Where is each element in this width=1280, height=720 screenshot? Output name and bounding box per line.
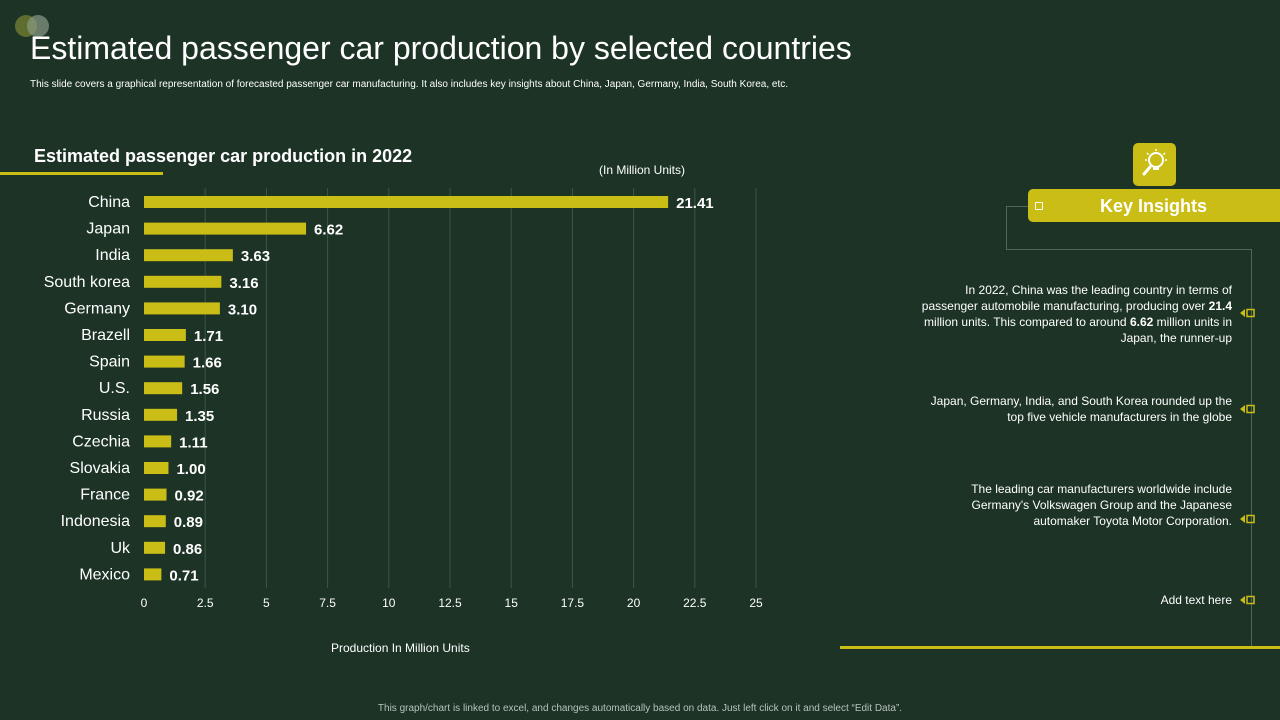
x-tick-label: 17.5 [561, 596, 585, 610]
category-label: Slovakia [70, 460, 131, 477]
bar [144, 329, 186, 341]
lightbulb-search-icon [1133, 143, 1176, 186]
category-label: Japan [86, 221, 130, 238]
category-label: Germany [64, 300, 130, 317]
x-tick-label: 5 [263, 596, 270, 610]
bar [144, 196, 669, 208]
data-label: 3.16 [229, 275, 258, 292]
bar [144, 222, 307, 235]
category-label: Spain [89, 354, 130, 371]
page-subtitle: This slide covers a graphical representa… [30, 79, 789, 90]
category-label: U.S. [99, 380, 130, 397]
bar [144, 249, 233, 262]
bar [144, 568, 162, 581]
x-tick-label: 7.5 [319, 596, 336, 610]
data-label: 1.66 [193, 355, 222, 372]
insight-item-3: The leading car manufacturers worldwide … [971, 482, 1232, 528]
bar [144, 275, 222, 288]
bar [144, 435, 172, 448]
x-tick-label: 15 [505, 596, 519, 610]
data-label: 1.71 [194, 328, 223, 345]
logo-dots [15, 15, 55, 39]
accent-bar [840, 646, 1280, 649]
connector-line [1006, 206, 1007, 250]
arrow-marker-icon [1240, 308, 1255, 318]
data-label: 21.41 [676, 195, 714, 212]
data-label: 1.00 [176, 461, 205, 478]
insight-item-1: In 2022, China was the leading country i… [921, 283, 1232, 345]
data-label: 6.62 [314, 222, 343, 239]
insight-item-4: Add text here [1160, 593, 1232, 607]
data-label: 0.71 [169, 567, 198, 584]
category-label: Czechia [72, 433, 130, 450]
key-insights-label: Key Insights [1100, 196, 1208, 216]
chart-title: Estimated passenger car production in 20… [34, 146, 413, 166]
category-label: Russia [81, 407, 130, 424]
connector-line [1251, 249, 1252, 647]
category-label: China [88, 194, 130, 211]
category-label: Indonesia [61, 513, 130, 530]
insight-item-2: Japan, Germany, India, and South Korea r… [930, 394, 1232, 424]
category-label: India [95, 247, 130, 264]
chart-units-note: (In Million Units) [599, 163, 686, 177]
data-label: 0.92 [175, 488, 204, 505]
data-label: 1.35 [185, 408, 214, 425]
data-label: 3.63 [241, 248, 270, 265]
category-label: South korea [44, 274, 130, 291]
arrow-marker-icon [1240, 514, 1255, 524]
data-label: 1.11 [179, 434, 207, 451]
bar [144, 302, 220, 315]
bar [144, 515, 166, 528]
chart-title-underline [0, 172, 163, 175]
checkbox-square-icon [1035, 202, 1043, 210]
x-tick-label: 25 [749, 596, 763, 610]
x-tick-label: 2.5 [197, 596, 214, 610]
arrow-marker-icon [1240, 595, 1255, 605]
data-label: 3.10 [228, 301, 257, 318]
bar [144, 462, 169, 474]
bar [144, 541, 166, 554]
bar [144, 408, 178, 421]
footer-note: This graph/chart is linked to excel, and… [377, 703, 903, 714]
bar [144, 488, 167, 501]
key-insights-header: Key Insights [1028, 189, 1280, 222]
connector-line [1006, 206, 1028, 207]
x-tick-label: 0 [141, 596, 148, 610]
connector-line [1006, 249, 1251, 250]
x-tick-label: 20 [627, 596, 641, 610]
x-axis-label: Production In Million Units [331, 641, 470, 655]
arrow-marker-icon [1240, 404, 1255, 414]
data-label: 1.56 [190, 381, 219, 398]
category-label: Mexico [79, 566, 130, 583]
data-label: 0.89 [174, 514, 203, 531]
data-label: 0.86 [173, 541, 202, 558]
page-title: Estimated passenger car production by se… [30, 30, 852, 66]
category-label: France [80, 487, 130, 504]
x-tick-label: 22.5 [683, 596, 707, 610]
bar [144, 355, 185, 368]
bar [144, 382, 183, 395]
category-label: Uk [110, 540, 131, 557]
bar-chart: 0 2.5 5 7.5 10 12.5 15 17.5 20 22.5 25 China 21.41 Ja… [44, 188, 763, 610]
category-label: Brazell [81, 327, 130, 344]
x-tick-label: 10 [382, 596, 396, 610]
x-tick-label: 12.5 [438, 596, 462, 610]
